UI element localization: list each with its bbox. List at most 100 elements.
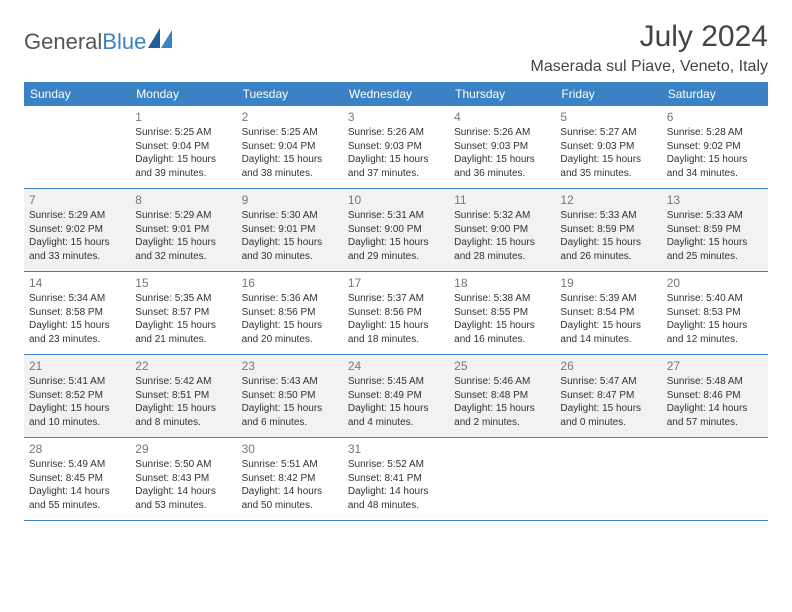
day-cell: 15 Sunrise: 5:35 AMSunset: 8:57 PMDayligh… (130, 272, 236, 354)
brand-logo: GeneralBlue (24, 28, 174, 55)
day-number: 20 (667, 276, 763, 290)
day-info: Sunrise: 5:51 AMSunset: 8:42 PMDaylight:… (242, 458, 338, 512)
day-info: Sunrise: 5:48 AMSunset: 8:46 PMDaylight:… (667, 375, 763, 429)
day-number: 8 (135, 193, 231, 207)
day-number: 12 (560, 193, 656, 207)
day-number: 31 (348, 442, 444, 456)
day-number: 25 (454, 359, 550, 373)
day-info: Sunrise: 5:47 AMSunset: 8:47 PMDaylight:… (560, 375, 656, 429)
location-label: Maserada sul Piave, Veneto, Italy (531, 58, 768, 76)
day-cell: 12 Sunrise: 5:33 AMSunset: 8:59 PMDayligh… (555, 189, 661, 271)
day-info: Sunrise: 5:34 AMSunset: 8:58 PMDaylight:… (29, 292, 125, 346)
day-info: Sunrise: 5:45 AMSunset: 8:49 PMDaylight:… (348, 375, 444, 429)
day-number: 15 (135, 276, 231, 290)
day-cell: 21 Sunrise: 5:41 AMSunset: 8:52 PMDayligh… (24, 355, 130, 437)
day-number: 6 (667, 110, 763, 124)
day-cell: 30 Sunrise: 5:51 AMSunset: 8:42 PMDayligh… (237, 438, 343, 520)
day-number: 26 (560, 359, 656, 373)
day-cell: 17 Sunrise: 5:37 AMSunset: 8:56 PMDayligh… (343, 272, 449, 354)
day-info: Sunrise: 5:41 AMSunset: 8:52 PMDaylight:… (29, 375, 125, 429)
brand-name-part2: Blue (102, 29, 146, 54)
day-number: 2 (242, 110, 338, 124)
day-cell: 14 Sunrise: 5:34 AMSunset: 8:58 PMDayligh… (24, 272, 130, 354)
day-cell: 7Sunrise: 5:29 AMSunset: 9:02 PMDaylight… (24, 189, 130, 271)
day-info: Sunrise: 5:32 AMSunset: 9:00 PMDaylight:… (454, 209, 550, 263)
day-cell: 27 Sunrise: 5:48 AMSunset: 8:46 PMDayligh… (662, 355, 768, 437)
day-cell (24, 106, 130, 188)
brand-name: GeneralBlue (24, 29, 146, 55)
day-info: Sunrise: 5:31 AMSunset: 9:00 PMDaylight:… (348, 209, 444, 263)
weekday-header: Wednesday (343, 82, 449, 106)
weekday-header-row: SundayMondayTuesdayWednesdayThursdayFrid… (24, 82, 768, 106)
day-info: Sunrise: 5:37 AMSunset: 8:56 PMDaylight:… (348, 292, 444, 346)
day-number: 10 (348, 193, 444, 207)
sail-icon (148, 28, 174, 55)
weekday-header: Saturday (662, 82, 768, 106)
day-cell: 13 Sunrise: 5:33 AMSunset: 8:59 PMDayligh… (662, 189, 768, 271)
day-info: Sunrise: 5:33 AMSunset: 8:59 PMDaylight:… (560, 209, 656, 263)
day-info: Sunrise: 5:49 AMSunset: 8:45 PMDaylight:… (29, 458, 125, 512)
week-row: 1 Sunrise: 5:25 AMSunset: 9:04 PMDaylight… (24, 106, 768, 189)
day-number: 19 (560, 276, 656, 290)
day-cell: 22Sunrise: 5:42 AMSunset: 8:51 PMDayligh… (130, 355, 236, 437)
header: GeneralBlue July 2024 Maserada sul Piave… (24, 20, 768, 76)
day-number: 27 (667, 359, 763, 373)
day-info: Sunrise: 5:33 AMSunset: 8:59 PMDaylight:… (667, 209, 763, 263)
calendar-grid: SundayMondayTuesdayWednesdayThursdayFrid… (24, 82, 768, 521)
day-cell: 6 Sunrise: 5:28 AMSunset: 9:02 PMDaylight… (662, 106, 768, 188)
day-cell: 19 Sunrise: 5:39 AMSunset: 8:54 PMDayligh… (555, 272, 661, 354)
day-info: Sunrise: 5:25 AMSunset: 9:04 PMDaylight:… (242, 126, 338, 180)
week-row: 7Sunrise: 5:29 AMSunset: 9:02 PMDaylight… (24, 189, 768, 272)
day-info: Sunrise: 5:35 AMSunset: 8:57 PMDaylight:… (135, 292, 231, 346)
day-number: 16 (242, 276, 338, 290)
day-cell: 3Sunrise: 5:26 AMSunset: 9:03 PMDaylight… (343, 106, 449, 188)
day-info: Sunrise: 5:50 AMSunset: 8:43 PMDaylight:… (135, 458, 231, 512)
day-number: 14 (29, 276, 125, 290)
day-number: 1 (135, 110, 231, 124)
day-number: 22 (135, 359, 231, 373)
day-info: Sunrise: 5:46 AMSunset: 8:48 PMDaylight:… (454, 375, 550, 429)
day-number: 9 (242, 193, 338, 207)
day-cell: 29 Sunrise: 5:50 AMSunset: 8:43 PMDayligh… (130, 438, 236, 520)
day-cell: 16 Sunrise: 5:36 AMSunset: 8:56 PMDayligh… (237, 272, 343, 354)
day-info: Sunrise: 5:30 AMSunset: 9:01 PMDaylight:… (242, 209, 338, 263)
day-cell: 18 Sunrise: 5:38 AMSunset: 8:55 PMDayligh… (449, 272, 555, 354)
day-cell: 8Sunrise: 5:29 AMSunset: 9:01 PMDaylight… (130, 189, 236, 271)
day-cell: 23Sunrise: 5:43 AMSunset: 8:50 PMDayligh… (237, 355, 343, 437)
day-info: Sunrise: 5:26 AMSunset: 9:03 PMDaylight:… (348, 126, 444, 180)
day-cell: 20Sunrise: 5:40 AMSunset: 8:53 PMDayligh… (662, 272, 768, 354)
day-cell: 31Sunrise: 5:52 AMSunset: 8:41 PMDayligh… (343, 438, 449, 520)
day-cell: 25 Sunrise: 5:46 AMSunset: 8:48 PMDayligh… (449, 355, 555, 437)
day-cell (449, 438, 555, 520)
day-number: 28 (29, 442, 125, 456)
weekday-header: Sunday (24, 82, 130, 106)
day-cell: 9 Sunrise: 5:30 AMSunset: 9:01 PMDaylight… (237, 189, 343, 271)
day-cell: 24 Sunrise: 5:45 AMSunset: 8:49 PMDayligh… (343, 355, 449, 437)
brand-name-part1: General (24, 29, 102, 54)
day-number: 29 (135, 442, 231, 456)
day-cell: 10 Sunrise: 5:31 AMSunset: 9:00 PMDayligh… (343, 189, 449, 271)
day-number: 13 (667, 193, 763, 207)
day-info: Sunrise: 5:43 AMSunset: 8:50 PMDaylight:… (242, 375, 338, 429)
day-number: 30 (242, 442, 338, 456)
day-cell (555, 438, 661, 520)
day-number: 5 (560, 110, 656, 124)
day-cell: 26 Sunrise: 5:47 AMSunset: 8:47 PMDayligh… (555, 355, 661, 437)
day-number: 21 (29, 359, 125, 373)
weekday-header: Friday (555, 82, 661, 106)
day-info: Sunrise: 5:36 AMSunset: 8:56 PMDaylight:… (242, 292, 338, 346)
day-number: 17 (348, 276, 444, 290)
day-info: Sunrise: 5:28 AMSunset: 9:02 PMDaylight:… (667, 126, 763, 180)
day-info: Sunrise: 5:38 AMSunset: 8:55 PMDaylight:… (454, 292, 550, 346)
week-row: 28 Sunrise: 5:49 AMSunset: 8:45 PMDayligh… (24, 438, 768, 521)
day-number: 24 (348, 359, 444, 373)
day-number: 7 (29, 193, 125, 207)
day-info: Sunrise: 5:39 AMSunset: 8:54 PMDaylight:… (560, 292, 656, 346)
day-cell: 28 Sunrise: 5:49 AMSunset: 8:45 PMDayligh… (24, 438, 130, 520)
weeks-container: 1 Sunrise: 5:25 AMSunset: 9:04 PMDaylight… (24, 106, 768, 521)
day-cell: 2 Sunrise: 5:25 AMSunset: 9:04 PMDaylight… (237, 106, 343, 188)
day-number: 18 (454, 276, 550, 290)
month-title: July 2024 (531, 20, 768, 54)
day-cell: 11Sunrise: 5:32 AMSunset: 9:00 PMDayligh… (449, 189, 555, 271)
weekday-header: Tuesday (237, 82, 343, 106)
